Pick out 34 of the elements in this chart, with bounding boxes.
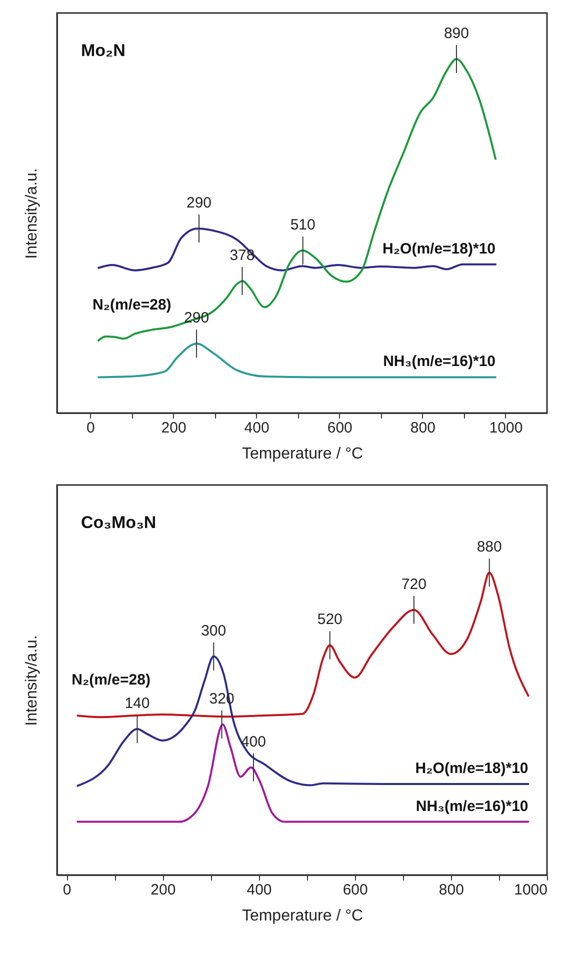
x-tick-label: 1000: [514, 882, 548, 898]
annotation: 300: [201, 622, 226, 640]
annotation: 510: [290, 216, 316, 234]
annotation: 520: [317, 611, 342, 628]
chart-title: Mo₂N: [81, 41, 126, 60]
annotation: 400: [240, 733, 266, 750]
x-tick-label: 600: [342, 882, 368, 898]
x-tick-label: 1000: [489, 420, 523, 436]
series-label: NH₃(m/e=16)*10: [416, 798, 528, 815]
chart-title: Co₃Mo₃N: [81, 513, 156, 532]
y-axis-title: Intensity/a.u.: [24, 635, 40, 726]
x-tick-label: 600: [327, 420, 352, 436]
x-axis-title: Temperature / °C: [242, 908, 364, 924]
x-tick-label: 800: [410, 420, 436, 436]
annotation: 140: [124, 694, 150, 712]
series-label: N₂(m/e=28): [72, 672, 150, 689]
x-tick-label: 400: [246, 882, 272, 898]
x-tick-label: 0: [62, 882, 72, 898]
y-axis-title: Intensity/a.u.: [24, 168, 40, 259]
series-label: H₂O(m/e=18)*10: [415, 760, 528, 777]
series-label: N₂(m/e=28): [92, 296, 172, 314]
x-tick-label: 0: [86, 420, 95, 436]
series-label: NH₃(m/e=16)*10: [383, 353, 496, 370]
x-tick-label: 800: [438, 882, 464, 898]
annotation: 290: [186, 194, 212, 212]
series-label: H₂O(m/e=18)*10: [382, 240, 496, 258]
x-tick-label: 200: [161, 420, 186, 436]
annotation: 378: [230, 246, 255, 264]
annotation: 880: [476, 538, 502, 556]
x-tick-label: 200: [150, 882, 176, 898]
annotation: 720: [401, 576, 426, 593]
x-tick-label: 400: [244, 420, 270, 436]
annotation: 890: [444, 25, 469, 42]
x-axis-title: Temperature / °C: [242, 446, 364, 462]
